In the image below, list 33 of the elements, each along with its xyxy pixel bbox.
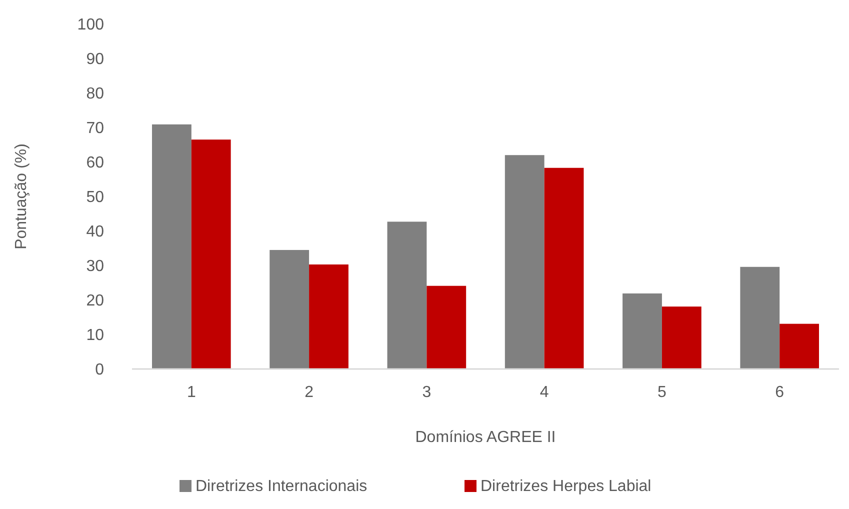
y-tick-label: 50	[86, 189, 104, 206]
bar	[426, 286, 466, 369]
bar	[544, 168, 584, 369]
bar	[387, 222, 427, 369]
x-tick-label: 4	[540, 384, 549, 401]
x-tick-label: 5	[658, 384, 667, 401]
bar	[152, 124, 192, 369]
bar	[740, 266, 780, 369]
y-tick-label: 40	[86, 224, 104, 241]
y-tick-label: 0	[95, 362, 104, 379]
bar	[309, 264, 348, 369]
y-tick-label: 10	[86, 327, 104, 344]
x-tick-label: 1	[186, 384, 196, 401]
bar	[662, 306, 702, 369]
x-tick-label: 6	[775, 384, 784, 401]
y-tick-label: 100	[77, 16, 104, 34]
bar	[191, 140, 231, 369]
x-axis-title: Domínios AGREE II	[415, 429, 556, 446]
bar	[780, 324, 819, 369]
x-tick-label: 3	[422, 384, 432, 401]
y-tick-label: 30	[86, 258, 104, 276]
bar	[622, 293, 662, 369]
y-tick-label: 20	[86, 292, 104, 310]
y-axis-title: Pontuação (%)	[13, 144, 30, 250]
legend-label: Diretrizes Herpes Labial	[480, 478, 652, 495]
legend-label: Diretrizes Internacionais	[196, 478, 368, 495]
bar	[504, 155, 544, 369]
bar	[270, 250, 310, 369]
y-tick-label: 70	[86, 120, 104, 138]
y-tick-label: 60	[86, 154, 104, 172]
y-tick-label: 80	[86, 86, 104, 103]
y-tick-label: 90	[86, 51, 104, 68]
x-tick-label: 2	[304, 384, 314, 401]
